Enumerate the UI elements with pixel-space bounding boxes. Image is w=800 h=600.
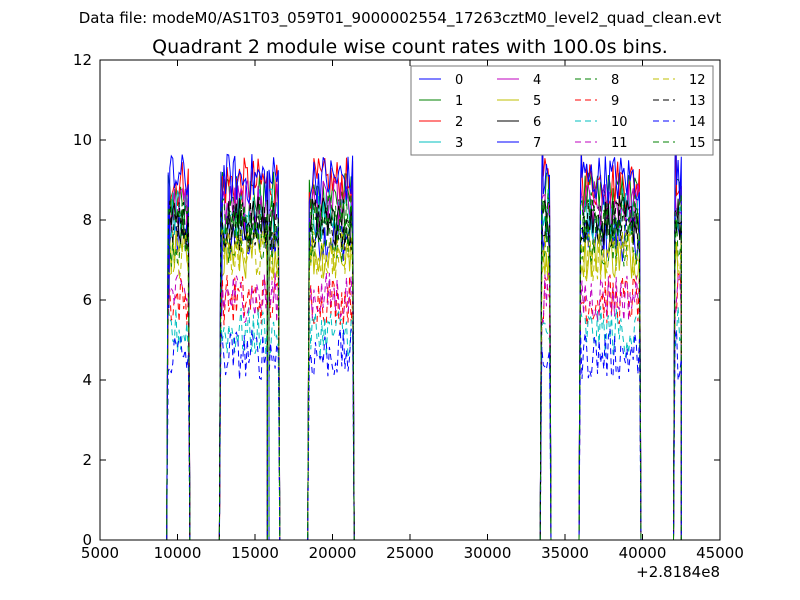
legend-label-12: 12 bbox=[689, 73, 706, 88]
y-tick-label: 8 bbox=[82, 211, 92, 229]
y-tick-label: 10 bbox=[73, 131, 92, 149]
x-tick-label: 35000 bbox=[541, 544, 589, 562]
x-tick-label: 20000 bbox=[309, 544, 357, 562]
series-line-9 bbox=[162, 272, 683, 540]
series-line-11 bbox=[162, 270, 683, 540]
y-tick-label: 4 bbox=[82, 371, 92, 389]
y-tick-label: 2 bbox=[82, 451, 92, 469]
x-tick-label: 40000 bbox=[619, 544, 667, 562]
axes: 5000 10000 15000 20000 25000 30000 35000 40000 4… bbox=[73, 51, 744, 562]
series-line-5 bbox=[162, 229, 683, 540]
figure-supertitle: Data file: modeM0/AS1T03_059T01_90000025… bbox=[79, 9, 722, 28]
y-tick-label: 12 bbox=[73, 51, 92, 69]
chart-title: Quadrant 2 module wise count rates with … bbox=[152, 36, 668, 58]
legend-label-13: 13 bbox=[689, 94, 706, 109]
x-tick-label: 30000 bbox=[464, 544, 512, 562]
legend-box bbox=[410, 65, 714, 156]
legend-label-2: 2 bbox=[455, 115, 463, 130]
legend-label-8: 8 bbox=[611, 73, 619, 88]
y-tick-label: 6 bbox=[82, 291, 92, 309]
legend-label-9: 9 bbox=[611, 94, 619, 109]
series-line-14 bbox=[162, 328, 683, 540]
y-tick-label: 0 bbox=[82, 531, 92, 549]
x-tick-label: 5000 bbox=[81, 544, 119, 562]
series-line-12 bbox=[162, 229, 683, 540]
legend-label-15: 15 bbox=[689, 136, 706, 151]
series-line-4 bbox=[162, 180, 683, 540]
x-tick-label: 25000 bbox=[386, 544, 434, 562]
legend-label-0: 0 bbox=[455, 73, 463, 88]
legend-label-7: 7 bbox=[533, 136, 541, 151]
x-tick-label: 10000 bbox=[154, 544, 202, 562]
series-line-7 bbox=[162, 119, 683, 540]
legend-label-14: 14 bbox=[689, 115, 706, 130]
legend-label-6: 6 bbox=[533, 115, 541, 130]
series-line-13 bbox=[162, 199, 683, 540]
legend-label-11: 11 bbox=[611, 136, 628, 151]
legend-label-3: 3 bbox=[455, 136, 463, 151]
series-line-2 bbox=[162, 119, 683, 540]
legend-label-4: 4 bbox=[533, 73, 541, 88]
legend-label-1: 1 bbox=[455, 94, 463, 109]
legend-label-10: 10 bbox=[611, 115, 628, 130]
x-axis-offset-label: +2.8184e8 bbox=[636, 563, 720, 581]
x-tick-label: 15000 bbox=[231, 544, 279, 562]
plot-area bbox=[162, 119, 683, 540]
legend-label-5: 5 bbox=[533, 94, 541, 109]
x-tick-label: 45000 bbox=[696, 544, 744, 562]
